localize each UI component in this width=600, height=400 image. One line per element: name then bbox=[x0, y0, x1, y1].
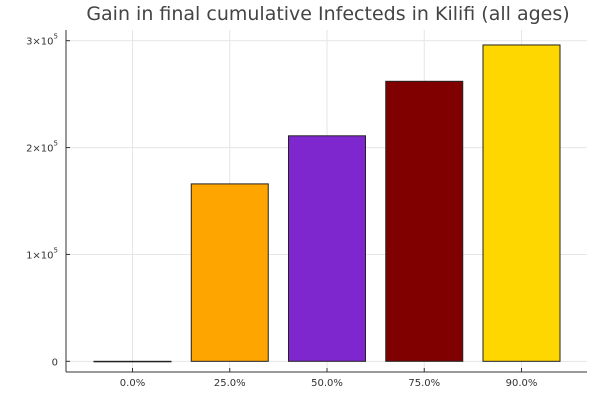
x-tick-label: 25.0% bbox=[214, 378, 246, 389]
y-tick-label: 3×105 bbox=[26, 33, 58, 48]
bar-500 bbox=[288, 135, 366, 362]
bar-900 bbox=[482, 44, 561, 362]
x-tick-label: 0.0% bbox=[120, 378, 145, 389]
bar-750 bbox=[385, 80, 464, 362]
y-tick-label: 0 bbox=[52, 357, 58, 368]
bar-00 bbox=[93, 360, 172, 363]
y-tick-label: 2×105 bbox=[26, 140, 58, 155]
bars-layer bbox=[93, 44, 561, 363]
x-tick-label: 90.0% bbox=[506, 378, 538, 389]
bar-250 bbox=[190, 183, 269, 362]
x-tick-label: 75.0% bbox=[408, 378, 440, 389]
y-tick-label: 1×105 bbox=[26, 246, 58, 261]
chart-title: Gain in final cumulative Infecteds in Ki… bbox=[86, 3, 569, 25]
ticks-layer: 0.0% 25.0% 50.0% 75.0% 90.0% 0 1×105 2×105 3×105 bbox=[26, 33, 537, 389]
x-tick-label: 50.0% bbox=[311, 378, 343, 389]
